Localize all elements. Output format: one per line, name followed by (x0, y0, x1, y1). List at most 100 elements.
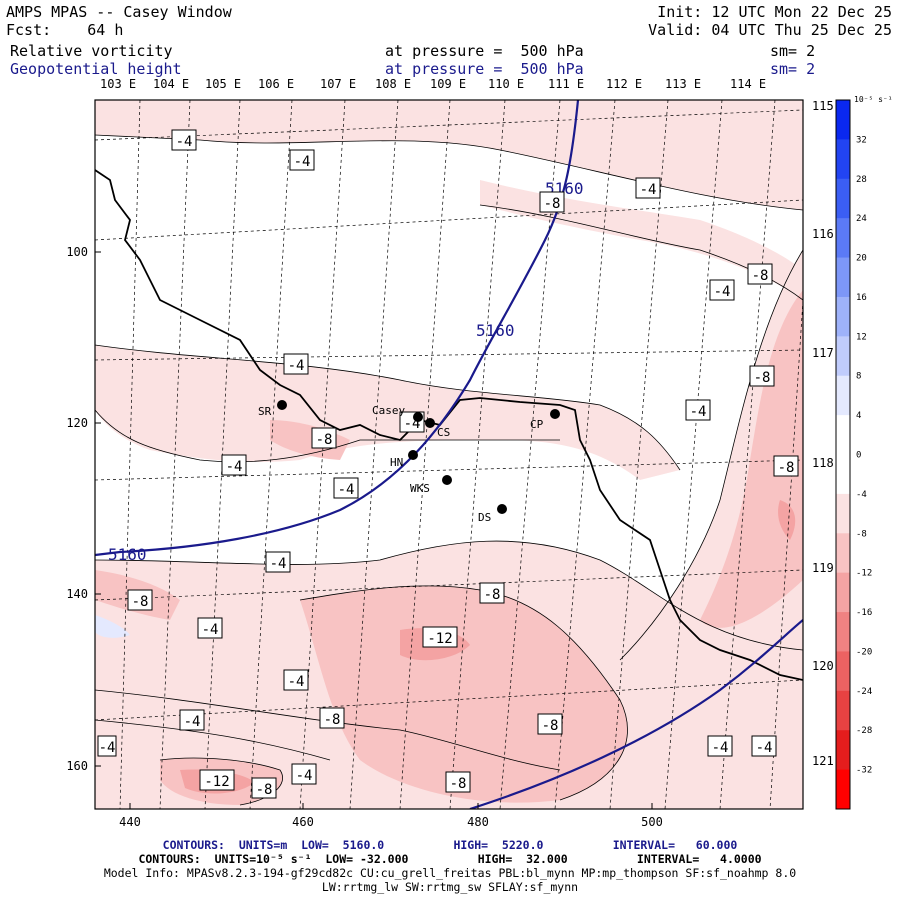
lon-label: 107 E (320, 77, 356, 91)
vort-max-east (778, 500, 796, 540)
svg-text:-8: -8 (752, 268, 769, 284)
contour-label: -4 (283, 353, 309, 375)
colorbar-tick-label: 28 (856, 175, 867, 185)
station-label-cs: CS (437, 426, 450, 439)
vort-band-north (95, 100, 803, 210)
lon-label: 105 E (205, 77, 241, 91)
lon-label: 104 E (153, 77, 189, 91)
y-tick-label: 120 (66, 416, 88, 430)
contour-label: -8 (479, 582, 505, 604)
svg-text:-8: -8 (450, 776, 467, 792)
colorbar-swatch (836, 336, 850, 377)
colorbar-swatch (836, 100, 850, 140)
colorbar-tick-label: -24 (856, 687, 872, 697)
station-marker-sr (277, 400, 287, 410)
svg-text:-4: -4 (270, 556, 287, 572)
contour-label: -12 (422, 626, 458, 648)
colorbar-tick-label: -16 (856, 608, 872, 618)
station-marker-ds (497, 504, 507, 514)
contour-label: -8 (749, 365, 775, 387)
contour-label: -8 (127, 589, 153, 611)
valid-time: Valid: 04 UTC Thu 25 Dec 25 (648, 21, 892, 39)
vort-positive-patch (95, 615, 130, 638)
lon-label: 111 E (548, 77, 584, 91)
station-label-hn: HN (390, 456, 403, 469)
svg-text:-4: -4 (184, 714, 201, 730)
contour-label: -4 (97, 735, 117, 757)
contour-label: -8 (319, 707, 345, 729)
contour-label: -8 (747, 263, 773, 285)
station-marker-wks (442, 475, 452, 485)
colorbar-tick-label: -28 (856, 726, 872, 736)
forecast-hour: Fcst: 64 h (6, 21, 124, 39)
svg-text:-4: -4 (176, 134, 193, 150)
svg-text:-8: -8 (542, 718, 559, 734)
vort-core-coastal (270, 420, 350, 460)
lon-label: 103 E (100, 77, 136, 91)
svg-text:-4: -4 (338, 482, 355, 498)
lon-label: 113 E (665, 77, 701, 91)
contour-label: -8 (251, 777, 277, 799)
height-label: 5160 (108, 545, 147, 564)
colorbar-tick-label: -12 (856, 569, 872, 579)
colorbar-tick-label: 12 (856, 332, 867, 342)
graticule (95, 100, 803, 809)
height-label: 5160 (476, 321, 515, 340)
svg-text:-4: -4 (714, 284, 731, 300)
footer-physics-info: LW:rrtmg_lw SW:rrtmg_sw SFLAY:sf_mynn (321, 880, 579, 894)
footer-height-contours: CONTOURS: UNITS=m LOW= 5160.0 HIGH= 5220… (162, 838, 738, 852)
contour-label: -8 (445, 771, 471, 793)
colorbar-frame (835, 99, 851, 810)
contour-label: -4 (179, 709, 205, 731)
lon-label: 108 E (375, 77, 411, 91)
svg-text:-8: -8 (544, 196, 561, 212)
station-label-sr: SR (258, 405, 272, 418)
colorbar-tick-label: 8 (856, 372, 861, 382)
y-tick-label: 100 (66, 245, 88, 259)
y-tick-label: 140 (66, 587, 88, 601)
colorbar-tick-label: -20 (856, 647, 872, 657)
svg-text:-4: -4 (712, 740, 729, 756)
stations: SR Casey CS CP HN WKS DS (258, 400, 560, 524)
contour-label: -4 (635, 177, 661, 199)
contour-label: -8 (537, 713, 563, 735)
contour-label: -8 (311, 427, 337, 449)
svg-text:-8: -8 (324, 712, 341, 728)
colorbar-swatch (836, 415, 850, 455)
footer-model-info: Model Info: MPASv8.2.3-194-gf29cd82c CU:… (103, 866, 797, 880)
svg-text:-4: -4 (288, 674, 305, 690)
station-marker-cs (425, 418, 435, 428)
contour-label: -4 (707, 735, 733, 757)
colorbar-swatch (836, 769, 850, 810)
station-marker-casey (413, 412, 423, 422)
svg-text:-4: -4 (226, 459, 243, 475)
svg-text:-12: -12 (427, 631, 452, 647)
x-tick-label: 500 (641, 815, 663, 829)
lon-label: 110 E (488, 77, 524, 91)
contour-label: -12 (199, 769, 235, 791)
station-label-wks: WKS (410, 482, 430, 495)
colorbar: 32 28 24 20 16 12 8 4 0 -4 -8 -12 -16 -20 -24 -28 -32 10⁻… (835, 95, 893, 810)
colorbar-swatch (836, 493, 850, 534)
station-marker-hn (408, 450, 418, 460)
plot-frame (94, 99, 804, 810)
svg-text:-4: -4 (288, 358, 305, 374)
colorbar-tick-label: 24 (856, 214, 867, 224)
vorticity-contours (95, 134, 803, 806)
contour-label: -4 (709, 279, 735, 301)
colorbar-swatch (836, 454, 850, 495)
colorbar-swatch (836, 612, 850, 652)
lon-label: 114 E (730, 77, 766, 91)
x-tick-label: 440 (119, 815, 141, 829)
lon-label: 109 E (430, 77, 466, 91)
contour-label: -4 (751, 735, 777, 757)
lon-label: 112 E (606, 77, 642, 91)
colorbar-swatch (836, 730, 850, 771)
top-lon-labels: 103 E 104 E 105 E 106 E 107 E 108 E 109 … (100, 77, 766, 91)
colorbar-swatch (836, 572, 850, 613)
svg-text:-4: -4 (690, 404, 707, 420)
svg-text:-8: -8 (316, 432, 333, 448)
svg-text:-4: -4 (756, 740, 773, 756)
contour-label: -8 (539, 191, 565, 213)
